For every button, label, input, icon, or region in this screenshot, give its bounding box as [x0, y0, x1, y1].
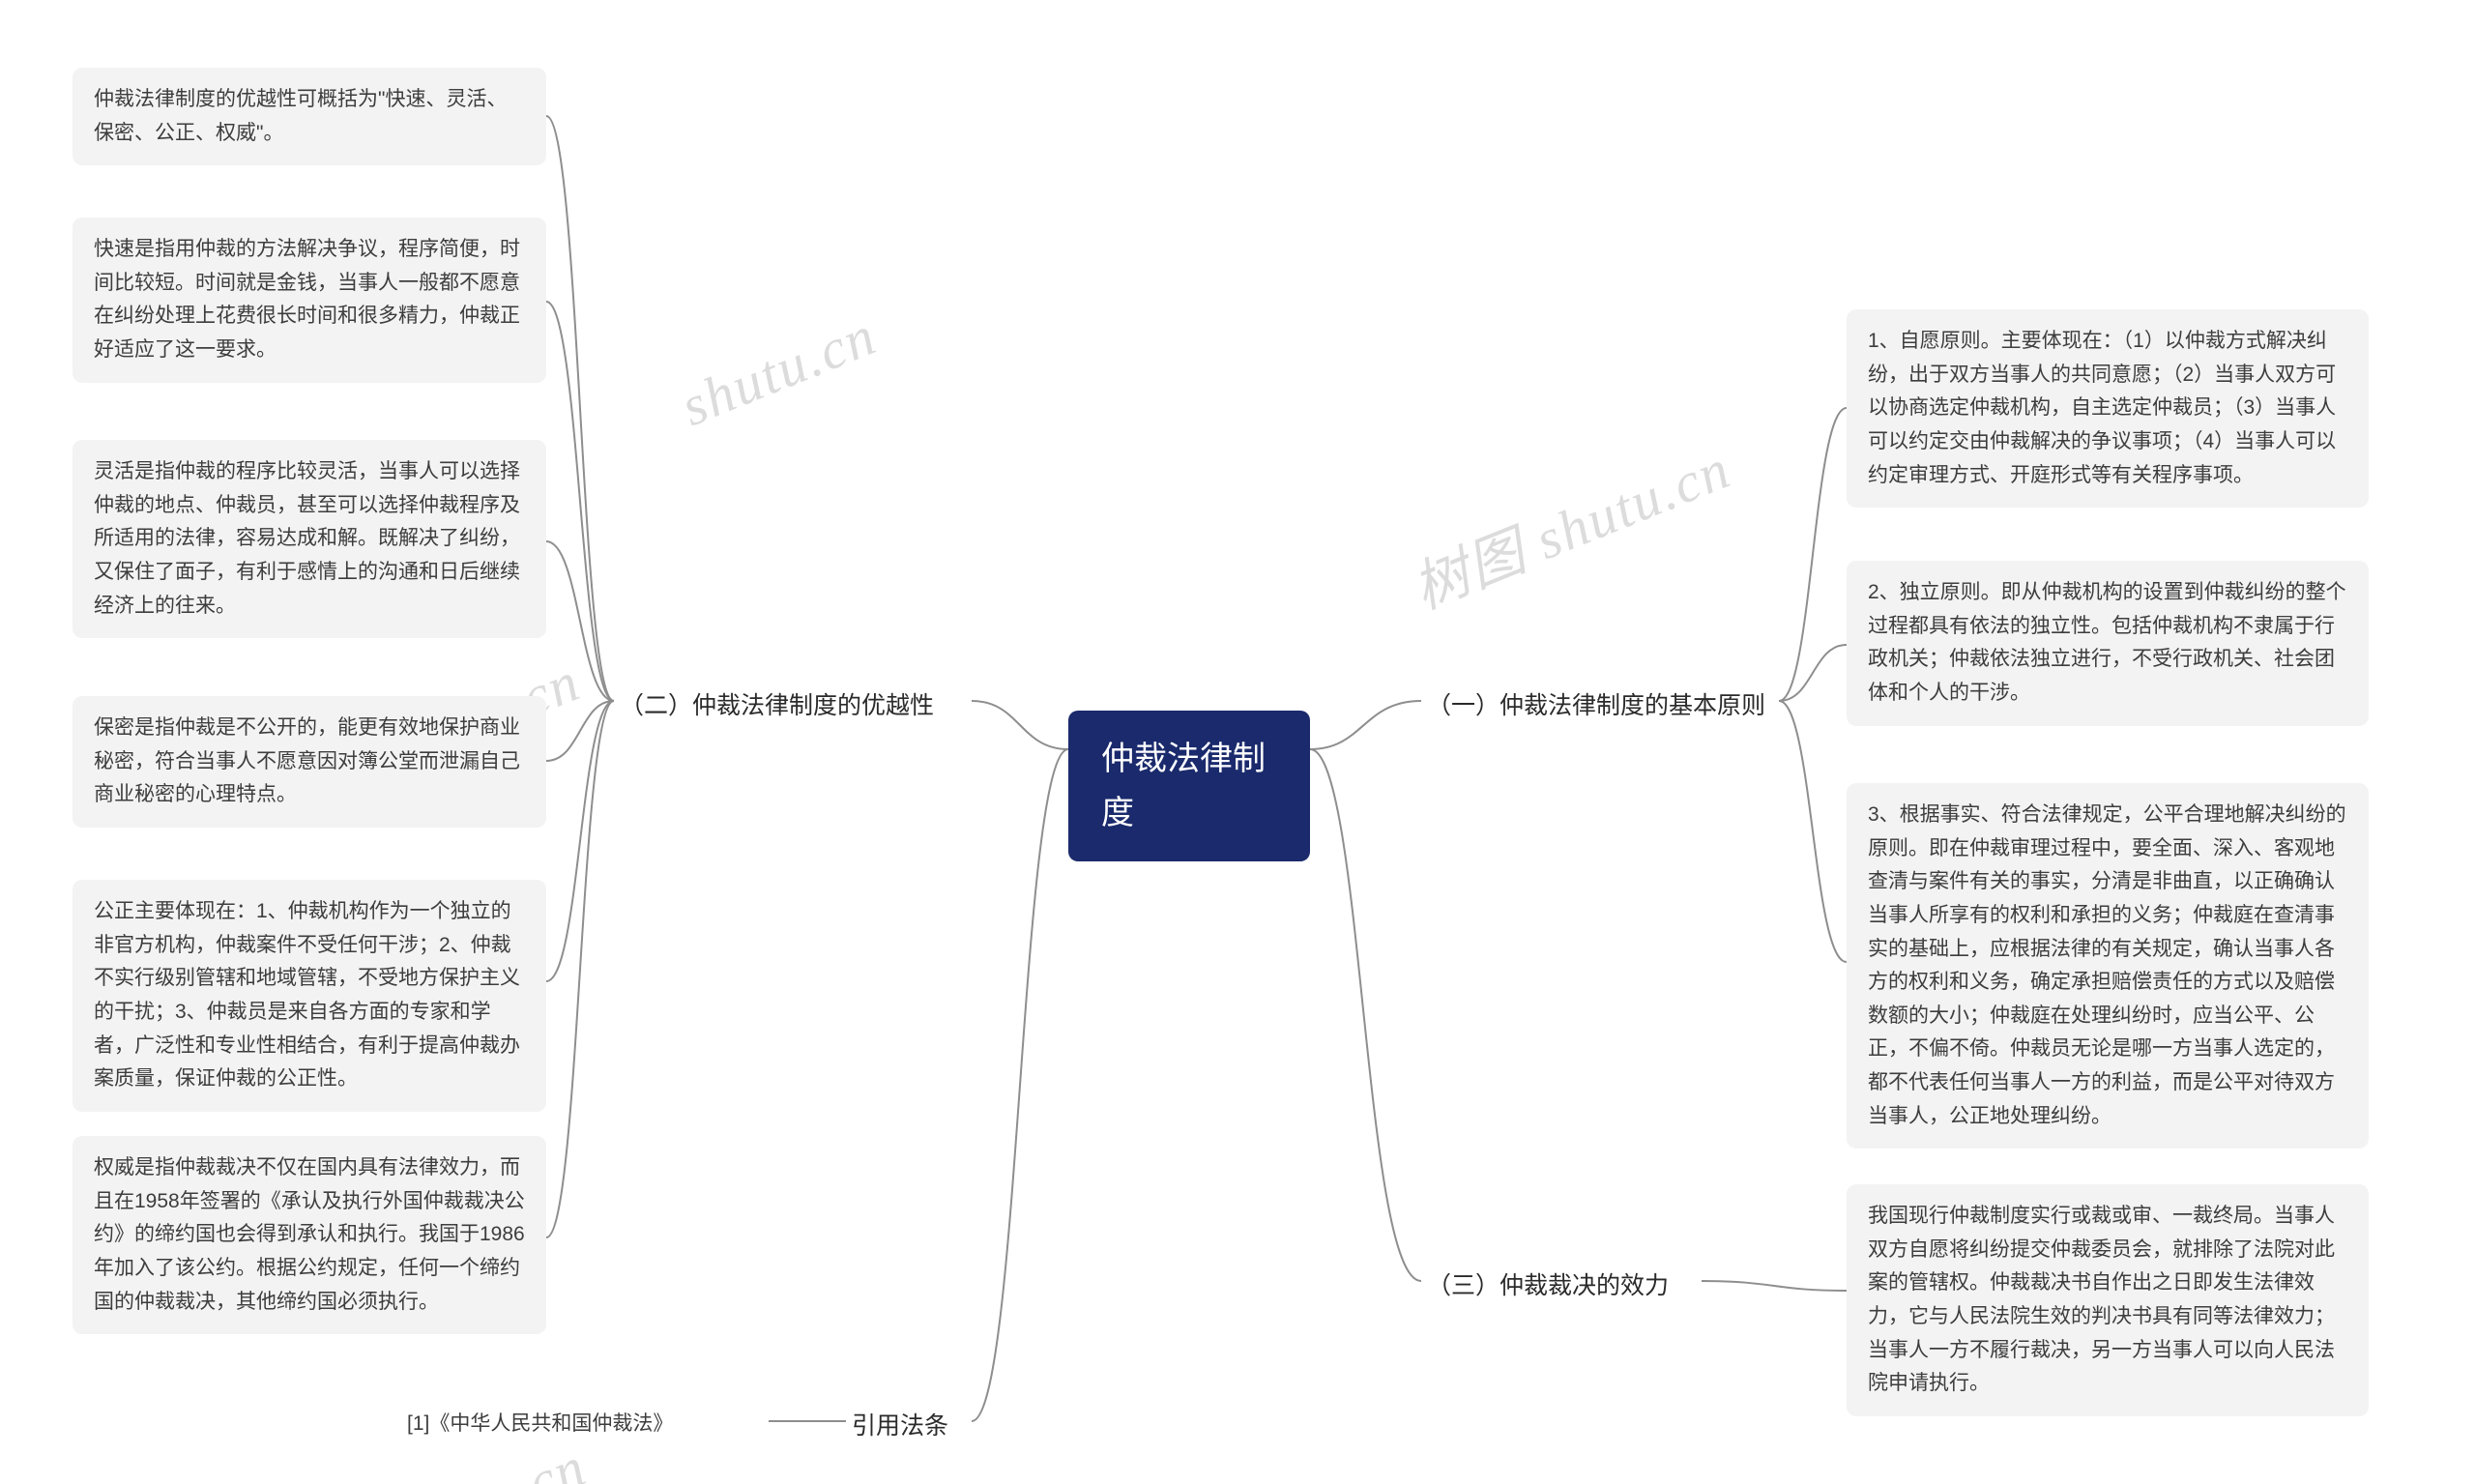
leaf-node[interactable]: 3、根据事实、符合法律规定，公平合理地解决纠纷的原则。即在仲裁审理过程中，要全面… — [1847, 783, 2369, 1149]
leaf-node[interactable]: 公正主要体现在：1、仲裁机构作为一个独立的非官方机构，仲裁案件不受任何干涉；2、… — [73, 880, 546, 1112]
leaf-text: 1、自愿原则。主要体现在：（1）以仲裁方式解决纠纷，出于双方当事人的共同意愿；（… — [1868, 330, 2336, 486]
branch-label: 引用法条 — [852, 1412, 948, 1440]
branch-advantages[interactable]: （二）仲裁法律制度的优越性 — [614, 677, 972, 736]
leaf-node[interactable]: 1、自愿原则。主要体现在：（1）以仲裁方式解决纠纷，出于双方当事人的共同意愿；（… — [1847, 309, 2369, 508]
leaf-text: 公正主要体现在：1、仲裁机构作为一个独立的非官方机构，仲裁案件不受任何干涉；2、… — [94, 900, 520, 1090]
watermark: 树图 shutu.cn — [1399, 423, 1741, 625]
branch-label: （一）仲裁法律制度的基本原则 — [1427, 692, 1765, 719]
leaf-node[interactable]: 灵活是指仲裁的程序比较灵活，当事人可以选择仲裁的地点、仲裁员，甚至可以选择仲裁程… — [73, 440, 546, 638]
branch-effectiveness[interactable]: （三）仲裁裁决的效力 — [1421, 1257, 1702, 1316]
branch-label: （三）仲裁裁决的效力 — [1427, 1272, 1669, 1299]
leaf-node[interactable]: [1]《中华人民共和国仲裁法》 — [401, 1400, 769, 1449]
leaf-node[interactable]: 权威是指仲裁裁决不仅在国内具有法律效力，而且在1958年签署的《承认及执行外国仲… — [73, 1136, 546, 1334]
leaf-node[interactable]: 我国现行仲裁制度实行或裁或审、一裁终局。当事人双方自愿将纠纷提交仲裁委员会，就排… — [1847, 1184, 2369, 1416]
branch-citation[interactable]: 引用法条 — [846, 1397, 972, 1456]
leaf-text: 我国现行仲裁制度实行或裁或审、一裁终局。当事人双方自愿将纠纷提交仲裁委员会，就排… — [1868, 1205, 2335, 1394]
branch-principles[interactable]: （一）仲裁法律制度的基本原则 — [1421, 677, 1779, 736]
leaf-text: 3、根据事实、符合法律规定，公平合理地解决纠纷的原则。即在仲裁审理过程中，要全面… — [1868, 803, 2346, 1127]
leaf-node[interactable]: 保密是指仲裁是不公开的，能更有效地保护商业秘密，符合当事人不愿意因对簿公堂而泄漏… — [73, 696, 546, 828]
leaf-text: [1]《中华人民共和国仲裁法》 — [407, 1412, 673, 1435]
leaf-text: 仲裁法律制度的优越性可概括为"快速、灵活、保密、公正、权威"。 — [94, 88, 507, 144]
root-label: 仲裁法律制度 — [1101, 741, 1266, 831]
root-node[interactable]: 仲裁法律制度 — [1068, 711, 1310, 861]
branch-label: （二）仲裁法律制度的优越性 — [620, 692, 934, 719]
leaf-node[interactable]: 仲裁法律制度的优越性可概括为"快速、灵活、保密、公正、权威"。 — [73, 68, 546, 165]
leaf-text: 保密是指仲裁是不公开的，能更有效地保护商业秘密，符合当事人不愿意因对簿公堂而泄漏… — [94, 716, 520, 805]
leaf-node[interactable]: 2、独立原则。即从仲裁机构的设置到仲裁纠纷的整个过程都具有依法的独立性。包括仲裁… — [1847, 561, 2369, 726]
mindmap-canvas: 树图 shutu.cn 树图 shutu.cn shutu.cn shutu.c… — [0, 0, 2475, 1484]
leaf-text: 快速是指用仲裁的方法解决争议，程序简便，时间比较短。时间就是金钱，当事人一般都不… — [94, 238, 520, 361]
watermark: shutu.cn — [672, 303, 886, 439]
leaf-text: 2、独立原则。即从仲裁机构的设置到仲裁纠纷的整个过程都具有依法的独立性。包括仲裁… — [1868, 581, 2346, 704]
leaf-text: 灵活是指仲裁的程序比较灵活，当事人可以选择仲裁的地点、仲裁员，甚至可以选择仲裁程… — [94, 460, 520, 617]
leaf-text: 权威是指仲裁裁决不仅在国内具有法律效力，而且在1958年签署的《承认及执行外国仲… — [94, 1156, 525, 1313]
leaf-node[interactable]: 快速是指用仲裁的方法解决争议，程序简便，时间比较短。时间就是金钱，当事人一般都不… — [73, 218, 546, 383]
